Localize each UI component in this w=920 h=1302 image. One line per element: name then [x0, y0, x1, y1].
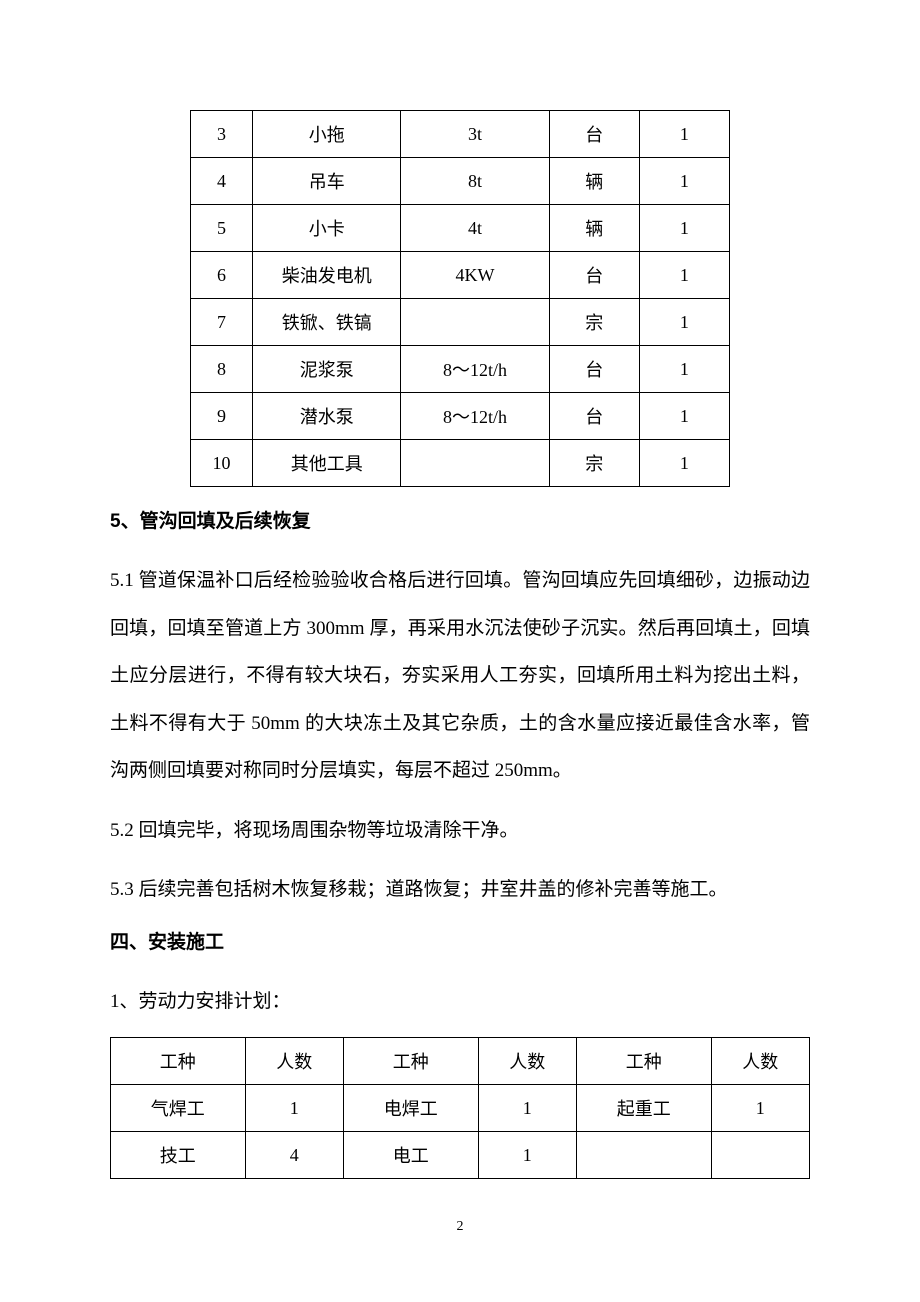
table-row: 10 其他工具 宗 1 [191, 440, 730, 487]
cell-qty: 1 [639, 440, 729, 487]
table-row: 5 小卡 4t 辆 1 [191, 205, 730, 252]
cell-qty: 1 [639, 393, 729, 440]
cell-unit: 台 [549, 346, 639, 393]
table-row: 技工 4 电工 1 [111, 1132, 810, 1179]
cell-qty: 1 [639, 346, 729, 393]
cell-num: 7 [191, 299, 253, 346]
page-content: 3 小拖 3t 台 1 4 吊车 8t 辆 1 5 小卡 4t 辆 1 6 [110, 110, 810, 1235]
cell-qty: 1 [639, 111, 729, 158]
cell-num: 3 [191, 111, 253, 158]
paragraph-5-1: 5.1 管道保温补口后经检验验收合格后进行回填。管沟回填应先回填细砂，边振动边回… [110, 557, 810, 795]
cell-spec: 8～12t/h [401, 393, 549, 440]
cell-qty: 1 [639, 205, 729, 252]
table-header-row: 工种 人数 工种 人数 工种 人数 [111, 1038, 810, 1085]
cell: 起重工 [576, 1085, 711, 1132]
cell-num: 10 [191, 440, 253, 487]
cell-unit: 宗 [549, 440, 639, 487]
cell-name: 铁锨、铁镐 [253, 299, 401, 346]
header-cell: 人数 [478, 1038, 576, 1085]
cell-name: 小拖 [253, 111, 401, 158]
cell: 4 [245, 1132, 343, 1179]
cell-name: 吊车 [253, 158, 401, 205]
table-row: 9 潜水泵 8～12t/h 台 1 [191, 393, 730, 440]
cell-spec: 4t [401, 205, 549, 252]
header-cell: 工种 [576, 1038, 711, 1085]
header-cell: 人数 [711, 1038, 809, 1085]
cell-spec: 3t [401, 111, 549, 158]
cell-num: 5 [191, 205, 253, 252]
cell: 1 [478, 1085, 576, 1132]
cell-unit: 辆 [549, 205, 639, 252]
labor-table-body: 工种 人数 工种 人数 工种 人数 气焊工 1 电焊工 1 起重工 1 技工 4… [111, 1038, 810, 1179]
cell-unit: 台 [549, 252, 639, 299]
table-row: 7 铁锨、铁镐 宗 1 [191, 299, 730, 346]
cell-spec: 8～12t/h [401, 346, 549, 393]
cell: 电工 [343, 1132, 478, 1179]
cell-qty: 1 [639, 252, 729, 299]
paragraph-5-3: 5.3 后续完善包括树木恢复移栽；道路恢复；井室井盖的修补完善等施工。 [110, 866, 810, 914]
cell: 1 [245, 1085, 343, 1132]
header-cell: 工种 [343, 1038, 478, 1085]
table-row: 4 吊车 8t 辆 1 [191, 158, 730, 205]
cell [576, 1132, 711, 1179]
table-row: 3 小拖 3t 台 1 [191, 111, 730, 158]
cell-spec [401, 299, 549, 346]
cell-unit: 台 [549, 111, 639, 158]
cell-name: 小卡 [253, 205, 401, 252]
section-4-heading: 四、安装施工 [110, 926, 810, 960]
cell-num: 4 [191, 158, 253, 205]
cell: 1 [478, 1132, 576, 1179]
table-row: 6 柴油发电机 4KW 台 1 [191, 252, 730, 299]
header-cell: 工种 [111, 1038, 246, 1085]
table-row: 气焊工 1 电焊工 1 起重工 1 [111, 1085, 810, 1132]
cell: 技工 [111, 1132, 246, 1179]
cell-qty: 1 [639, 299, 729, 346]
cell-num: 8 [191, 346, 253, 393]
cell-name: 泥浆泵 [253, 346, 401, 393]
cell-num: 9 [191, 393, 253, 440]
section-4-sub-heading: 1、劳动力安排计划： [110, 978, 810, 1026]
cell-unit: 宗 [549, 299, 639, 346]
cell-unit: 台 [549, 393, 639, 440]
equipment-table: 3 小拖 3t 台 1 4 吊车 8t 辆 1 5 小卡 4t 辆 1 6 [190, 110, 730, 487]
cell: 电焊工 [343, 1085, 478, 1132]
cell-spec: 8t [401, 158, 549, 205]
cell-name: 柴油发电机 [253, 252, 401, 299]
cell-spec [401, 440, 549, 487]
cell: 1 [711, 1085, 809, 1132]
cell-name: 其他工具 [253, 440, 401, 487]
labor-table: 工种 人数 工种 人数 工种 人数 气焊工 1 电焊工 1 起重工 1 技工 4… [110, 1037, 810, 1179]
cell-name: 潜水泵 [253, 393, 401, 440]
cell-spec: 4KW [401, 252, 549, 299]
table-row: 8 泥浆泵 8～12t/h 台 1 [191, 346, 730, 393]
cell-unit: 辆 [549, 158, 639, 205]
page-number: 2 [110, 1219, 810, 1235]
cell-num: 6 [191, 252, 253, 299]
section-5-heading: 5、管沟回填及后续恢复 [110, 505, 810, 539]
cell: 气焊工 [111, 1085, 246, 1132]
header-cell: 人数 [245, 1038, 343, 1085]
cell [711, 1132, 809, 1179]
cell-qty: 1 [639, 158, 729, 205]
equipment-table-body: 3 小拖 3t 台 1 4 吊车 8t 辆 1 5 小卡 4t 辆 1 6 [191, 111, 730, 487]
paragraph-5-2: 5.2 回填完毕，将现场周围杂物等垃圾清除干净。 [110, 807, 810, 855]
